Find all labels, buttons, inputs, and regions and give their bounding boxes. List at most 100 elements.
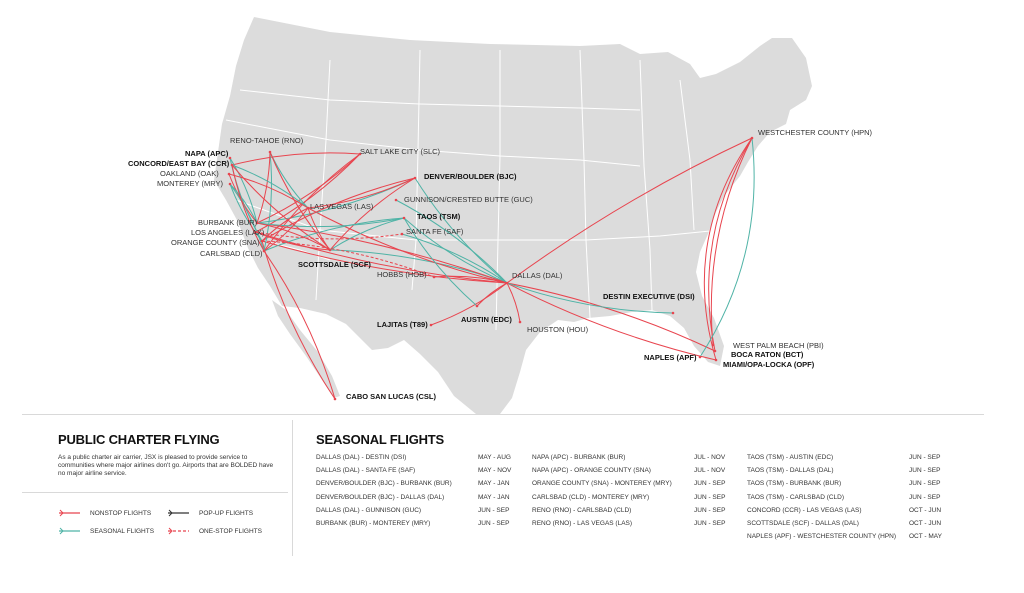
route-lasvegas-scottsdale: [307, 207, 331, 251]
legend-seasonal-label: SEASONAL FLIGHTS: [90, 527, 155, 535]
route-dallas-gunnison: [395, 199, 508, 284]
route-westchester-miami: [703, 137, 753, 361]
seasonal-row: DALLAS (DAL) - DESTIN (DSI) MAY - AUG: [316, 454, 511, 467]
route-text: TAOS (TSM) - CARLSBAD (CLD): [747, 493, 845, 501]
seasonal-row: BURBANK (BUR) - MONTEREY (MRY) JUN - SEP: [316, 520, 511, 533]
route-dallas-miami: [506, 282, 717, 361]
airport-dot-napa: [228, 156, 232, 160]
state-borders: [225, 49, 721, 331]
months-text: JUN - SEP: [694, 506, 726, 514]
airport-dot-dallas: [505, 281, 509, 285]
airport-dot-miami: [714, 358, 718, 362]
public-charter-description: As a public charter air carrier, JSX is …: [58, 454, 274, 477]
route-text: NAPA (APC) - BURBANK (BUR): [532, 454, 626, 461]
seasonal-column-1: DALLAS (DAL) - DESTIN (DSI) MAY - AUG DAL…: [316, 454, 511, 533]
route-dallas-houston: [506, 282, 521, 323]
airport-dot-lasvegas: [306, 206, 310, 210]
seasonal-row: TAOS (TSM) - AUSTIN (EDC) JUN - SEP: [747, 454, 942, 467]
months-text: JUN - SEP: [694, 519, 726, 527]
divider-vertical: [292, 420, 293, 556]
route-text: DALLAS (DAL) - GUNNISON (GUC): [316, 506, 422, 514]
airport-label-miami: MIAMI/OPA-LOCKA (OPF): [723, 360, 815, 369]
route-taos-austin: [403, 217, 478, 307]
seasonal-row: CARLSBAD (CLD) - MONTEREY (MRY) JUN - SEP: [532, 494, 725, 507]
months-text: JUN - SEP: [694, 480, 726, 488]
airport-label-destin: DESTIN EXECUTIVE (DSI): [603, 292, 695, 301]
baja-peninsula: [272, 300, 340, 398]
route-oakland-lasvegas: [228, 173, 309, 209]
airport-dot-taos: [402, 216, 406, 220]
months-text: JUN - SEP: [909, 493, 941, 501]
seasonal-row: DALLAS (DAL) - SANTA FE (SAF) MAY - NOV: [316, 467, 511, 480]
route-burbank-taos: [256, 217, 405, 228]
airport-label-lax: LOS ANGELES (LAX): [191, 228, 265, 237]
legend-onestop: ONE-STOP FLIGHTS: [167, 527, 262, 535]
airport-dot-houston: [518, 320, 522, 324]
airport-label-austin: AUSTIN (EDC): [461, 315, 512, 324]
popup-line-icon: [168, 509, 189, 517]
route-text: NAPA (APC) - ORANGE COUNTY (SNA): [532, 467, 651, 475]
route-reno-burbank: [256, 151, 271, 224]
route-dallas-denver: [414, 177, 508, 284]
months-text: OCT - MAY: [909, 533, 942, 541]
months-text: MAY - NOV: [478, 467, 512, 475]
route-sna-lasvegas: [261, 207, 309, 242]
route-text: NAPLES (APF) - WESTCHESTER COUNTY (HPN): [747, 533, 897, 541]
airport-dot-cabo: [333, 397, 337, 401]
airport-dot-hobbs: [432, 275, 436, 279]
airport-dot-sna: [260, 239, 264, 243]
route-dallas-hobbs: [433, 275, 508, 284]
airport-dots: [227, 136, 754, 401]
airport-dot-oakland: [227, 172, 231, 176]
legend-divider: [22, 492, 288, 493]
months-text: MAY - JAN: [478, 480, 510, 488]
route-dallas-santafe: [401, 233, 508, 284]
months-text: JUN - SEP: [909, 467, 941, 475]
route-dallas-destin: [506, 282, 674, 314]
route-lines: [228, 137, 755, 400]
airport-dot-slc: [358, 152, 362, 156]
route-text: DALLAS (DAL) - SANTA FE (SAF): [316, 467, 416, 475]
airport-dot-santafe: [400, 232, 404, 236]
airport-dot-austin: [475, 304, 479, 308]
route-lax-santafe: [255, 231, 403, 240]
route-reno-carlsbad: [263, 151, 273, 252]
airport-dot-reno: [268, 150, 272, 154]
months-text: JUN - SEP: [478, 519, 510, 527]
airport-dot-denver: [413, 176, 417, 180]
us-landmass: [214, 17, 812, 414]
route-dallas-bocaraton: [506, 282, 716, 352]
route-westchester-naples: [699, 137, 755, 358]
airport-label-scottsdale: SCOTTSDALE (SCF): [298, 260, 371, 269]
airport-label-lajitas: LAJITAS (T89): [377, 320, 428, 329]
route-westchester-bocaraton: [708, 137, 753, 352]
legend-nonstop: NONSTOP FLIGHTS: [58, 509, 151, 517]
legend-popup-label: POP-UP FLIGHTS: [199, 509, 254, 517]
airport-label-reno: RENO-TAHOE (RNO): [230, 136, 304, 145]
onestop-line-icon: [168, 527, 189, 535]
airport-label-hobbs: HOBBS (HOB): [377, 270, 427, 279]
route-text: RENO (RNO) - LAS VEGAS (LAS): [532, 519, 633, 527]
months-text: JUN - SEP: [478, 506, 510, 514]
route-westchester-wpb: [710, 137, 753, 346]
airport-label-carlsbad: CARLSBAD (CLD): [200, 249, 263, 258]
route-slc-concord: [231, 152, 361, 166]
seasonal-row: TAOS (TSM) - BURBANK (BUR) JUN - SEP: [747, 480, 942, 493]
seasonal-row: TAOS (TSM) - DALLAS (DAL) JUN - SEP: [747, 467, 942, 480]
legend-onestop-label: ONE-STOP FLIGHTS: [199, 527, 262, 535]
airport-label-denver: DENVER/BOULDER (BJC): [424, 172, 517, 181]
route-dallas-burbank: [256, 222, 508, 284]
route-monterey-carlsbad: [229, 183, 265, 252]
seasonal-row: NAPA (APC) - BURBANK (BUR) JUL - NOV: [532, 454, 725, 467]
seasonal-row: ORANGE COUNTY (SNA) - MONTEREY (MRY) JUN …: [532, 480, 725, 493]
airport-dot-wpb: [711, 343, 715, 347]
airport-dot-lajitas: [429, 323, 433, 327]
seasonal-row: CONCORD (CCR) - LAS VEGAS (LAS) OCT - JUN: [747, 507, 942, 520]
route-text: DENVER/BOULDER (BJC) - BURBANK (BUR): [316, 480, 452, 488]
airport-dot-naples: [698, 355, 702, 359]
seasonal-row: NAPLES (APF) - WESTCHESTER COUNTY (HPN) O…: [747, 533, 942, 546]
airport-dot-monterey: [228, 182, 232, 186]
route-scottsdale-taos: [329, 217, 405, 251]
airport-label-cabo: CABO SAN LUCAS (CSL): [346, 392, 436, 401]
months-text: JUN - SEP: [909, 480, 941, 488]
